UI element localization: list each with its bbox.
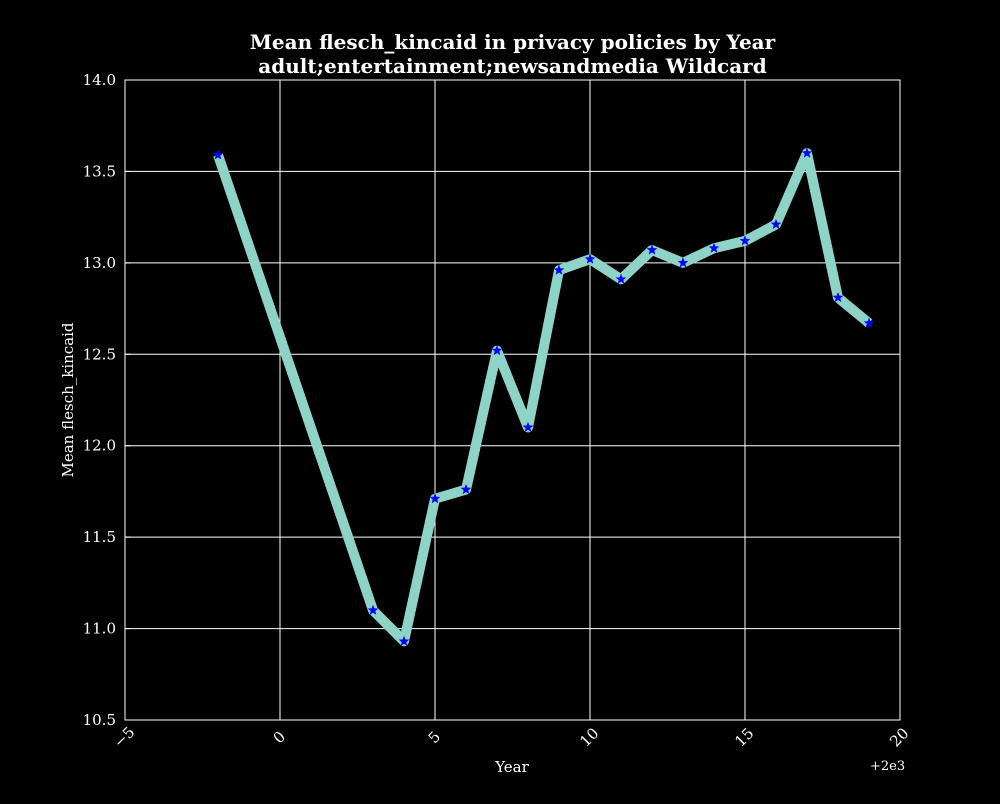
data-point-marker (491, 344, 503, 356)
tick-layer: −5 0 5 10 15 2010.511.011.512.012.513.013.514… (83, 71, 913, 751)
data-point-marker (367, 604, 379, 615)
y-tick-label: 12.0 (83, 437, 116, 455)
y-tick-label: 14.0 (83, 71, 116, 89)
series-layer (212, 147, 875, 647)
data-point-marker (801, 147, 813, 158)
x-tick-label: 20 (886, 724, 912, 750)
data-point-marker (832, 291, 844, 303)
data-point-marker (522, 421, 534, 433)
y-tick-label: 13.0 (83, 254, 116, 272)
data-point-marker (708, 242, 720, 253)
data-point-marker (615, 273, 627, 284)
data-point-marker (677, 257, 689, 268)
y-tick-label: 12.5 (83, 345, 116, 363)
data-point-marker (646, 244, 658, 255)
data-point-marker (212, 149, 224, 160)
y-tick-label: 11.0 (83, 620, 116, 638)
data-point-marker (553, 264, 565, 275)
data-point-marker (584, 253, 596, 264)
x-axis-offset-label: +2e3 (870, 759, 906, 774)
y-tick-label: 10.5 (83, 711, 116, 729)
data-point-marker (770, 218, 782, 230)
x-axis-label: Year (495, 758, 529, 776)
x-tick-label: 15 (731, 724, 757, 750)
data-point-marker (863, 317, 875, 328)
y-tick-label: 11.5 (83, 528, 116, 546)
series-line (213, 148, 873, 647)
data-point-marker (739, 235, 751, 246)
x-tick-label: 10 (576, 724, 602, 750)
chart-subtitle: adult;entertainment;newsandmedia Wildcar… (258, 54, 767, 78)
data-point-marker (429, 493, 441, 504)
x-tick-label: 5 (425, 728, 444, 747)
data-point-marker (398, 635, 410, 646)
data-point-marker (460, 483, 472, 495)
y-axis-label: Mean flesch_kincaid (59, 322, 77, 478)
y-tick-label: 13.5 (83, 162, 116, 180)
plot-frame (124, 79, 901, 721)
x-tick-label: 0 (270, 728, 289, 747)
chart-title: Mean flesch_kincaid in privacy policies … (249, 30, 776, 54)
